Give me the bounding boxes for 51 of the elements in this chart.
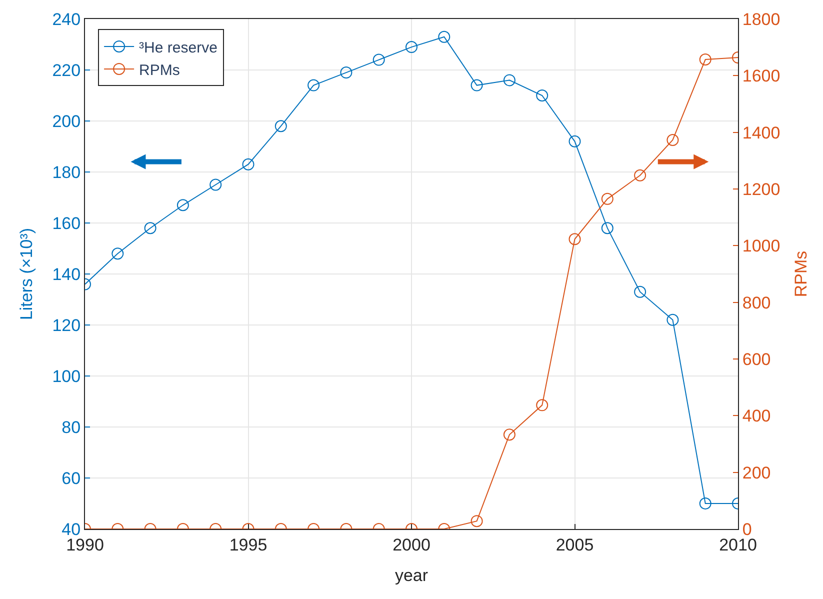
y-axis-title: Liters (×10³)	[16, 228, 36, 320]
point	[568, 135, 581, 148]
point	[242, 158, 254, 170]
y2-axis-title: RPMs	[792, 250, 811, 298]
y-tick-label: 220	[52, 60, 81, 80]
point	[601, 222, 614, 234]
point	[274, 120, 287, 132]
point	[112, 248, 124, 260]
y-tick-label: 160	[52, 214, 81, 233]
y2-tick-label: 400	[742, 406, 771, 426]
y-tick-label: 100	[52, 366, 81, 386]
x-axis-title: year	[394, 566, 428, 585]
point	[340, 66, 352, 79]
y2-tick-label: 800	[742, 293, 771, 312]
point	[601, 192, 614, 205]
point	[699, 498, 712, 510]
point	[176, 199, 189, 212]
y2-tick-label: 1400	[742, 123, 780, 142]
x-tick-label: 1995	[229, 535, 268, 554]
y-tick-label: 80	[62, 418, 81, 437]
point	[372, 54, 385, 66]
point	[438, 30, 450, 43]
y-tick-label: 180	[52, 162, 81, 182]
y2-tick-label: 200	[742, 463, 771, 482]
y-tick-label: 60	[62, 468, 81, 488]
point	[536, 90, 548, 102]
point	[210, 178, 222, 191]
y2-tick-label: 1800	[742, 10, 780, 29]
y2-tick-label: 1200	[742, 180, 780, 199]
legend-label: ³He reserve	[139, 39, 218, 56]
y-tick-label: 120	[52, 316, 81, 335]
point	[503, 74, 516, 86]
point	[634, 169, 646, 182]
x-tick-label: 2000	[392, 535, 430, 554]
point	[666, 314, 679, 326]
y2-tick-label: 1600	[742, 66, 780, 86]
y2-tick-label: 1000	[742, 236, 780, 256]
point	[406, 41, 418, 54]
legend-label: RPMs	[139, 62, 180, 79]
point	[568, 233, 581, 246]
y-tick-label: 240	[52, 10, 81, 29]
y-tick-label: 140	[52, 264, 81, 284]
y-tick-label: 200	[52, 112, 81, 131]
point	[144, 222, 156, 234]
x-tick-label: 2005	[556, 535, 594, 554]
point	[470, 79, 483, 92]
point	[308, 79, 320, 92]
y2-tick-label: 600	[742, 350, 771, 369]
point	[634, 286, 646, 298]
point	[666, 134, 679, 146]
point	[699, 54, 712, 66]
